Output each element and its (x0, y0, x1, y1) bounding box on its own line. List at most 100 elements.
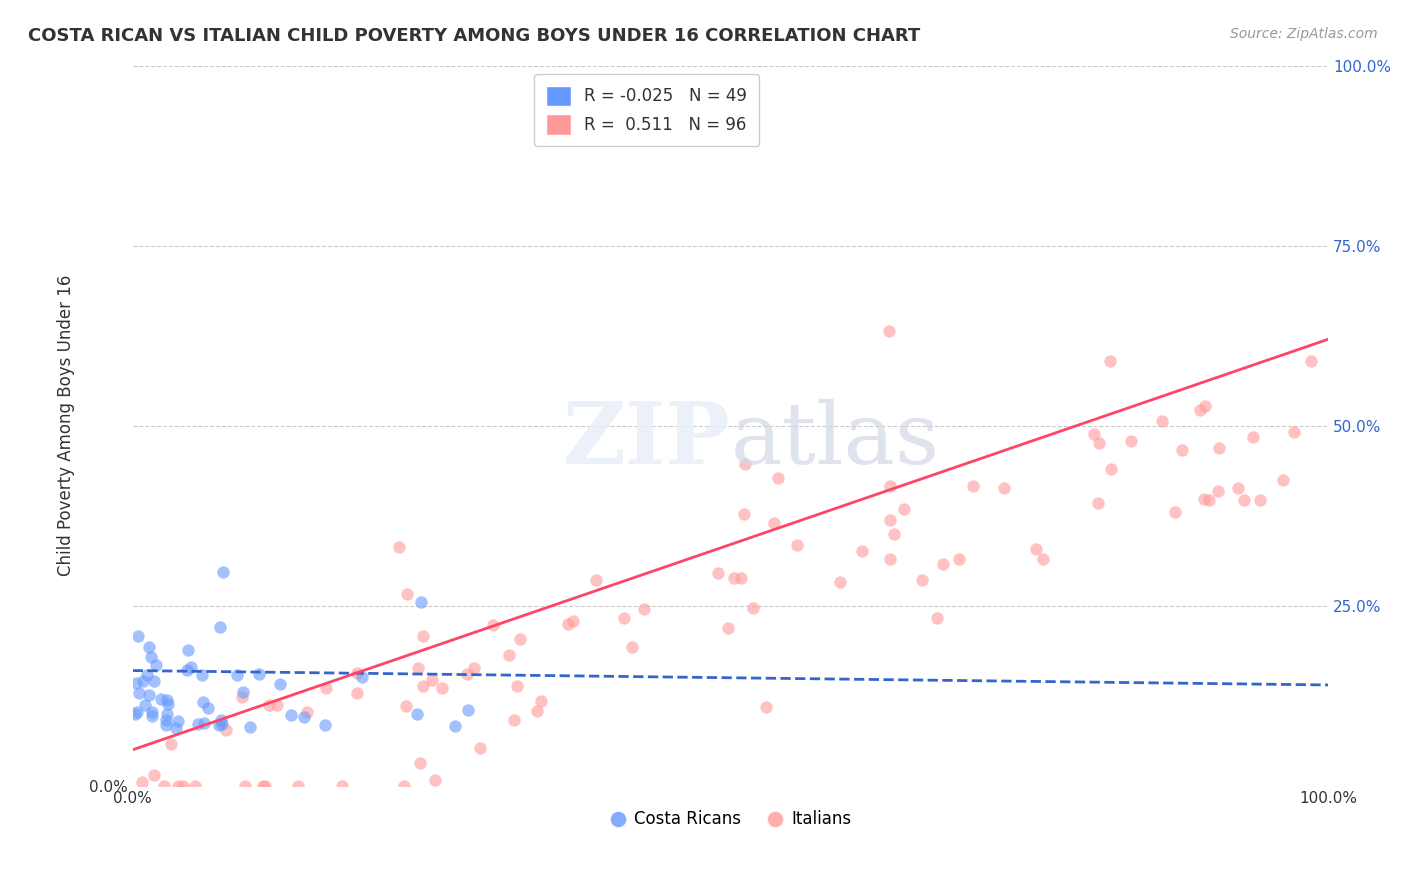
Point (330, 779, 353, 793)
Point (209, 714, 232, 728)
Point (191, 694, 214, 708)
Point (208, 620, 231, 634)
Point (734, 457, 756, 471)
Point (707, 566, 730, 581)
Point (156, 693, 179, 707)
Point (128, 686, 150, 700)
Point (1188, 403, 1211, 417)
Point (468, 740, 491, 755)
Point (193, 715, 215, 730)
Point (1087, 496, 1109, 510)
Point (160, 737, 183, 751)
Point (406, 661, 429, 675)
Point (127, 629, 149, 643)
Point (134, 698, 156, 713)
Text: atlas: atlas (730, 399, 939, 482)
Point (755, 700, 778, 714)
Point (1083, 427, 1105, 442)
Point (962, 479, 984, 493)
Point (613, 610, 636, 624)
Point (1170, 443, 1192, 458)
Point (315, 681, 337, 696)
Point (482, 618, 505, 632)
Point (127, 705, 149, 719)
Point (1192, 492, 1215, 507)
Point (409, 756, 432, 771)
Point (717, 621, 740, 635)
Point (124, 706, 146, 721)
Point (247, 667, 270, 681)
Point (1099, 461, 1122, 475)
Point (509, 632, 531, 646)
Point (394, 779, 416, 793)
Point (1163, 505, 1185, 519)
Text: Source: ZipAtlas.com: Source: ZipAtlas.com (1230, 27, 1378, 41)
Point (138, 689, 160, 703)
Point (153, 779, 176, 793)
Point (156, 706, 179, 721)
Point (177, 642, 200, 657)
Text: ZIP: ZIP (562, 398, 730, 482)
Point (506, 679, 529, 693)
Point (786, 538, 808, 552)
Point (742, 600, 765, 615)
Point (166, 714, 188, 728)
Point (143, 674, 166, 689)
Point (530, 694, 553, 708)
Point (993, 481, 1015, 495)
Point (1284, 425, 1306, 440)
Point (141, 709, 163, 723)
Y-axis label: Child Poverty Among Boys Under 16: Child Poverty Among Boys Under 16 (58, 275, 75, 576)
Point (633, 601, 655, 615)
Point (233, 779, 256, 793)
Point (254, 779, 277, 793)
Point (1025, 541, 1047, 556)
Point (187, 716, 209, 731)
Point (1299, 353, 1322, 368)
Point (145, 657, 167, 672)
Point (893, 501, 915, 516)
Point (456, 667, 478, 681)
Point (1233, 492, 1256, 507)
Point (239, 719, 262, 733)
Point (1272, 474, 1295, 488)
Point (1098, 354, 1121, 368)
Point (395, 699, 418, 714)
Point (1194, 400, 1216, 414)
Point (585, 574, 607, 588)
Point (280, 707, 302, 722)
Point (131, 775, 153, 789)
Point (463, 661, 485, 675)
Point (562, 614, 585, 628)
Point (423, 773, 446, 788)
Point (125, 676, 148, 690)
Point (215, 723, 238, 737)
Point (388, 540, 411, 554)
Point (406, 706, 429, 721)
Point (176, 663, 198, 677)
Point (412, 629, 434, 643)
Point (314, 718, 336, 732)
Point (526, 704, 548, 718)
Point (1198, 493, 1220, 508)
Point (412, 679, 434, 693)
Point (1206, 483, 1229, 498)
Point (621, 640, 644, 655)
Point (851, 544, 873, 558)
Point (211, 716, 233, 731)
Point (352, 670, 374, 684)
Point (172, 779, 194, 793)
Point (883, 527, 905, 541)
Point (879, 513, 901, 527)
Point (190, 668, 212, 682)
Point (396, 587, 419, 601)
Point (723, 571, 745, 585)
Point (828, 574, 851, 589)
Point (138, 640, 160, 654)
Point (184, 779, 207, 793)
Point (1241, 430, 1264, 444)
Point (502, 713, 524, 727)
Point (131, 674, 153, 689)
Point (762, 516, 785, 530)
Legend: Costa Ricans, Italians: Costa Ricans, Italians (603, 804, 858, 835)
